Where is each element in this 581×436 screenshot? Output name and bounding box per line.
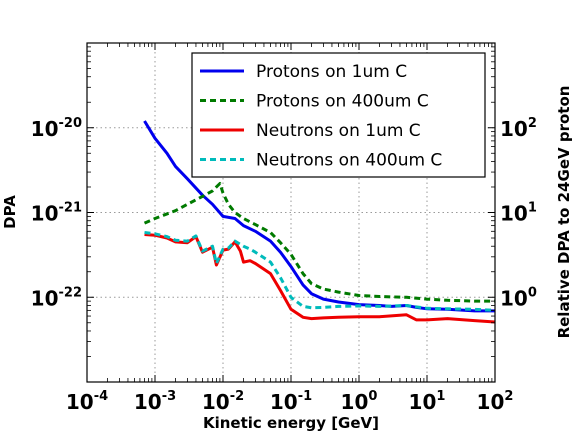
y-axis-right-title: Relative DPA to 24GeV proton [555,86,573,339]
y-right-tick-label: 102 [500,116,537,141]
x-tick-label: 102 [477,389,514,414]
legend-label-4: Neutrons on 400um C [256,151,442,171]
series-line-1 [143,120,495,313]
series-line-4 [144,231,496,312]
legend-box [191,52,486,178]
x-tick-label: 100 [341,389,378,414]
legend-label-2: Protons on 400um C [256,92,429,112]
y-axis-title: DPA [1,195,19,229]
tick-labels: 10-4 10-3 10-2 10-1 100 101 102 10-20 10-21 10-22… [31,116,537,414]
series-lines [143,120,496,324]
x-tick-label: 10-1 [270,389,312,414]
x-tick-label: 10-4 [66,389,108,414]
legend: Protons on 1um C Protons on 400um C Neutro… [191,52,486,178]
series-line-2 [143,182,495,303]
x-axis-title: Kinetic energy [GeV] [203,414,379,432]
y-right-tick-label: 101 [500,201,537,226]
x-tick-label: 10-3 [134,389,176,414]
y-tick-label: 10-22 [31,285,82,310]
legend-label-3: Neutrons on 1um C [256,121,421,141]
y-tick-label: 10-21 [31,201,82,226]
y-right-tick-label: 100 [500,285,537,310]
axis-ticks [86,42,496,383]
x-tick-label: 101 [409,389,446,414]
x-tick-label: 10-2 [202,389,244,414]
legend-label-1: Protons on 1um C [256,62,407,82]
y-tick-label: 10-20 [31,116,82,141]
